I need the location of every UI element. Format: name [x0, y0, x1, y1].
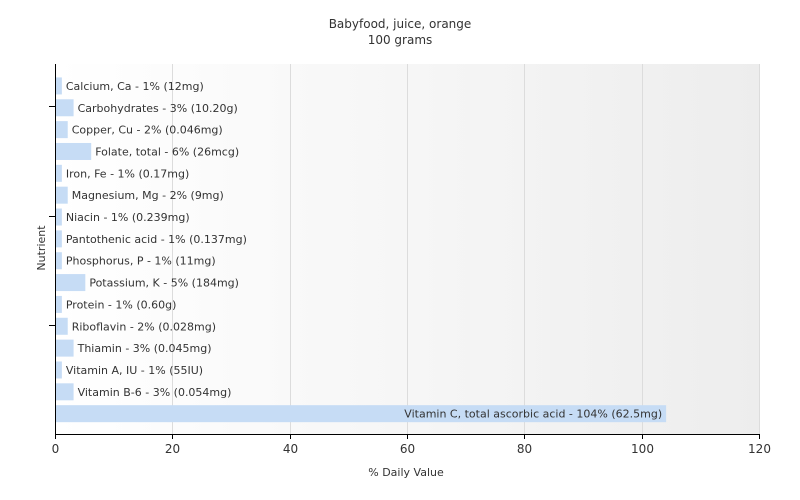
bar: [56, 164, 62, 182]
bar-label: Calcium, Ca - 1% (12mg): [66, 80, 204, 93]
bar: [56, 208, 62, 226]
bar-label: Potassium, K - 5% (184mg): [89, 277, 239, 290]
bar: [56, 121, 68, 139]
x-tick-label: 120: [748, 442, 771, 456]
bar-label: Vitamin A, IU - 1% (55IU): [66, 364, 203, 377]
bar-label: Riboflavin - 2% (0.028mg): [72, 320, 216, 333]
grid-lines: [172, 64, 760, 434]
x-tick-label: 20: [165, 442, 180, 456]
x-tick-label: 80: [517, 442, 532, 456]
bar: [56, 230, 62, 248]
bar: [56, 99, 74, 117]
chart-title: Babyfood, juice, orange: [329, 17, 472, 31]
bar: [56, 295, 62, 313]
bar-label: Thiamin - 3% (0.045mg): [77, 342, 212, 355]
bar: [56, 274, 86, 292]
bar: [56, 361, 62, 379]
bar: [56, 252, 62, 270]
x-tick-label: 40: [283, 442, 298, 456]
x-tick-label: 0: [52, 442, 60, 456]
bar: [56, 383, 74, 401]
bar-label: Carbohydrates - 3% (10.20g): [78, 102, 238, 115]
bar-label: Protein - 1% (0.60g): [66, 298, 177, 311]
bar: [56, 339, 74, 357]
x-ticks: 0 20 40 60 80 100 120: [52, 434, 771, 456]
bar-labels: Calcium, Ca - 1% (12mg) Carbohydrates - 3…: [66, 80, 662, 421]
bar: [56, 317, 68, 335]
x-tick-label: 100: [631, 442, 654, 456]
chart-subtitle: 100 grams: [368, 33, 433, 47]
bar-label: Copper, Cu - 2% (0.046mg): [72, 124, 223, 137]
bar: [56, 405, 667, 423]
bar-label: Vitamin C, total ascorbic acid - 104% (6…: [404, 408, 662, 421]
bars: [56, 77, 667, 423]
bar-label: Magnesium, Mg - 2% (9mg): [72, 189, 224, 202]
x-tick-label: 60: [400, 442, 415, 456]
bar-label: Folate, total - 6% (26mcg): [95, 145, 239, 158]
bar: [56, 186, 68, 204]
bar-label: Phosphorus, P - 1% (11mg): [66, 255, 216, 268]
bar-label: Iron, Fe - 1% (0.17mg): [66, 167, 189, 180]
bar: [56, 142, 92, 160]
bar-label: Pantothenic acid - 1% (0.137mg): [66, 233, 247, 246]
bar: [56, 77, 62, 95]
y-axis-title: Nutrient: [35, 225, 48, 271]
bar-label: Vitamin B-6 - 3% (0.054mg): [78, 386, 232, 399]
x-axis-title: % Daily Value: [368, 466, 444, 479]
bar-label: Niacin - 1% (0.239mg): [66, 211, 190, 224]
